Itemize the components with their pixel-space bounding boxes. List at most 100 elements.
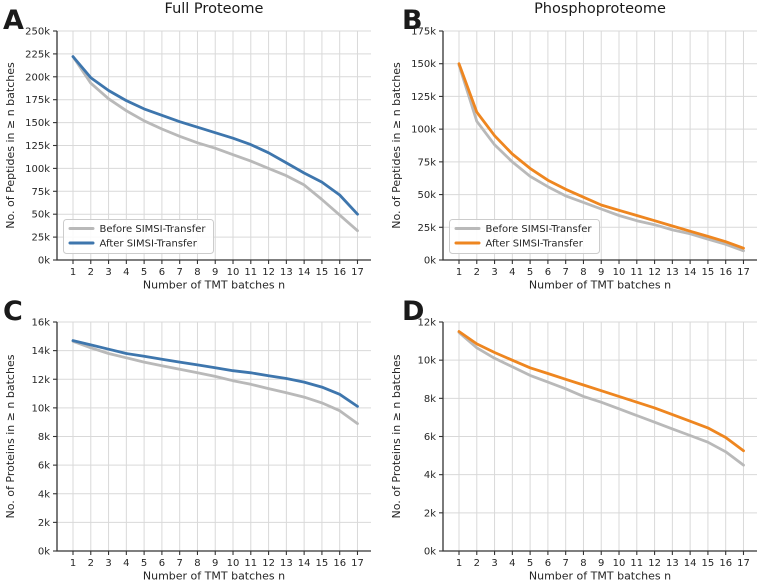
- panel-label-b: B: [402, 5, 423, 36]
- x-tick-label: 17: [737, 558, 750, 569]
- x-tick-label: 14: [684, 267, 697, 278]
- x-tick-label: 17: [351, 267, 364, 278]
- y-axis-label: No. of Proteins in ≥ n batches: [390, 354, 403, 518]
- y-tick-label: 75k: [31, 187, 50, 198]
- y-tick-label: 125k: [25, 141, 50, 152]
- y-tick-label: 16k: [31, 318, 50, 329]
- x-tick-label: 1: [456, 267, 462, 278]
- x-tick-label: 3: [105, 558, 111, 569]
- panel-label-c: C: [3, 296, 23, 327]
- x-tick-label: 2: [88, 558, 94, 569]
- x-tick-label: 6: [159, 267, 165, 278]
- x-axis-label: Number of TMT batches n: [143, 570, 285, 583]
- y-tick-label: 6k: [424, 432, 436, 443]
- series-line-after-simsi-transfer: [71, 55, 359, 216]
- x-tick-label: 1: [70, 267, 76, 278]
- y-tick-label: 8k: [424, 394, 436, 405]
- tick-marks: [439, 321, 745, 555]
- x-tick-label: 6: [159, 558, 165, 569]
- x-tick-label: 9: [212, 558, 218, 569]
- y-tick-label: 100k: [25, 164, 50, 175]
- x-tick-label: 9: [598, 267, 604, 278]
- x-axis-label: Number of TMT batches n: [529, 279, 671, 292]
- x-tick-label: 6: [545, 558, 551, 569]
- x-tick-label: 13: [280, 267, 293, 278]
- series-line-before-simsi-transfer: [457, 331, 745, 467]
- x-tick-label: 3: [491, 267, 497, 278]
- y-axis-label: No. of Peptides in ≥ n batches: [390, 62, 403, 229]
- x-tick-label: 10: [613, 558, 626, 569]
- x-axis-label: Number of TMT batches n: [143, 279, 285, 292]
- x-tick-label: 5: [141, 267, 147, 278]
- x-tick-label: 7: [176, 558, 182, 569]
- y-tick-label: 14k: [31, 346, 50, 357]
- x-tick-label: 4: [123, 267, 129, 278]
- series-line-after-simsi-transfer: [457, 330, 745, 453]
- legend: Before SIMSI-Transfer After SIMSI-Transfe…: [449, 219, 600, 254]
- x-tick-label: 13: [666, 558, 679, 569]
- panel-a-chart: 0k 25k 50k 75k 100k 125k 150k 175k 200k 225k 250k 1…: [4, 27, 371, 292]
- y-tick-label: 12k: [417, 318, 436, 329]
- y-tick-label: 175k: [411, 27, 436, 38]
- panel-label-a: A: [3, 5, 24, 36]
- y-tick-label: 0k: [38, 256, 50, 267]
- y-tick-label: 225k: [25, 49, 50, 60]
- x-tick-label: 14: [298, 558, 311, 569]
- series-line-after-simsi-transfer: [71, 339, 359, 408]
- legend-label: After SIMSI-Transfer: [486, 239, 584, 250]
- x-tick-label: 1: [70, 558, 76, 569]
- y-tick-label: 10k: [417, 356, 436, 367]
- x-tick-label: 12: [262, 267, 275, 278]
- x-tick-label: 4: [509, 558, 515, 569]
- y-tick-label: 4k: [424, 470, 436, 481]
- x-tick-label: 14: [298, 267, 311, 278]
- y-tick-label: 2k: [38, 518, 50, 529]
- y-tick-label: 6k: [38, 461, 50, 472]
- x-tick-label: 13: [280, 558, 293, 569]
- y-tick-label: 10k: [31, 403, 50, 414]
- panel-label-d: D: [402, 296, 425, 327]
- x-tick-label: 7: [176, 267, 182, 278]
- x-tick-label: 5: [141, 558, 147, 569]
- legend-label: Before SIMSI-Transfer: [100, 224, 207, 235]
- y-tick-label: 2k: [424, 508, 436, 519]
- y-tick-label: 0k: [424, 256, 436, 267]
- legend-box: [63, 219, 214, 254]
- y-tick-label: 200k: [25, 72, 50, 83]
- y-tick-label: 25k: [31, 233, 50, 244]
- y-tick-label: 50k: [417, 190, 436, 201]
- legend-label: After SIMSI-Transfer: [100, 239, 198, 250]
- x-tick-label: 9: [598, 558, 604, 569]
- x-tick-label: 11: [244, 267, 257, 278]
- y-tick-label: 250k: [25, 27, 50, 38]
- y-tick-label: 0k: [38, 547, 50, 558]
- y-axis-label: No. of Peptides in ≥ n batches: [4, 62, 17, 229]
- tick-marks: [439, 30, 745, 264]
- x-tick-label: 11: [244, 558, 257, 569]
- x-tick-label: 17: [737, 267, 750, 278]
- x-tick-label: 2: [474, 558, 480, 569]
- series-line-before-simsi-transfer: [457, 63, 745, 253]
- x-tick-label: 8: [194, 267, 200, 278]
- x-tick-label: 8: [194, 558, 200, 569]
- x-tick-label: 16: [333, 558, 346, 569]
- x-tick-label: 13: [666, 267, 679, 278]
- y-tick-label: 125k: [411, 92, 436, 103]
- y-tick-label: 150k: [25, 118, 50, 129]
- x-tick-label: 5: [527, 558, 533, 569]
- x-tick-label: 3: [491, 558, 497, 569]
- x-tick-label: 4: [123, 558, 129, 569]
- gridlines: [57, 321, 371, 552]
- x-tick-label: 12: [648, 267, 661, 278]
- x-tick-label: 10: [227, 267, 240, 278]
- y-axis-label: No. of Proteins in ≥ n batches: [4, 354, 17, 518]
- y-tick-label: 150k: [411, 59, 436, 70]
- y-tick-label: 0k: [424, 547, 436, 558]
- x-tick-label: 16: [333, 267, 346, 278]
- x-tick-label: 9: [212, 267, 218, 278]
- x-tick-label: 3: [105, 267, 111, 278]
- x-tick-label: 11: [630, 267, 643, 278]
